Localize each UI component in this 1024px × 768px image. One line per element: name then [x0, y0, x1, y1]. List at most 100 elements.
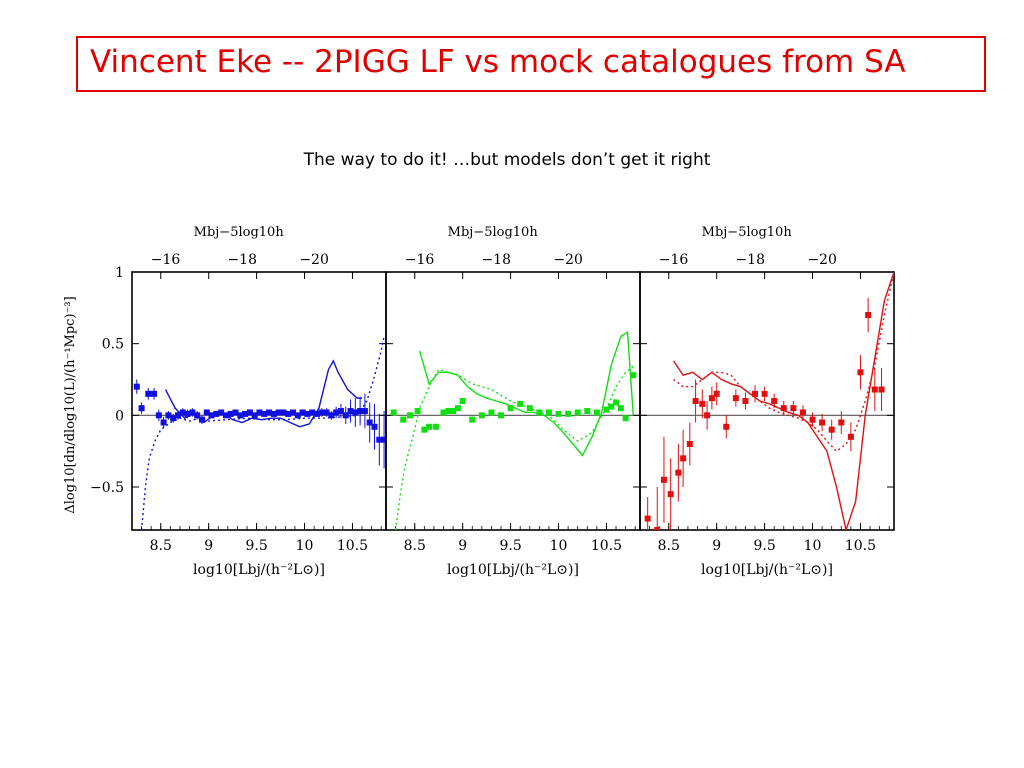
x-tick-label: 9 — [712, 538, 721, 554]
data-point — [608, 403, 615, 410]
model-solid-line — [418, 330, 634, 457]
data-point — [865, 312, 872, 318]
data-point — [323, 409, 330, 416]
model-dotted-line — [394, 364, 636, 530]
data-point — [704, 412, 711, 419]
data-point — [280, 409, 287, 416]
data-point — [309, 409, 316, 416]
data-point — [347, 408, 354, 415]
x-tick-label: 8.5 — [150, 538, 172, 554]
data-point — [376, 436, 383, 443]
x-tick-label: 10 — [296, 538, 314, 554]
data-point — [454, 405, 461, 412]
data-point — [699, 400, 706, 407]
data-point — [617, 405, 624, 412]
data-point — [526, 405, 533, 412]
data-point — [165, 412, 172, 419]
x-tick-label: 10.5 — [591, 538, 622, 554]
data-point — [352, 409, 359, 416]
data-point — [752, 390, 759, 397]
panel-left: 8.5 9 9.5 10 10.5−16 −18 −20Mbj−5log10hlog10[L… — [90, 225, 387, 578]
data-point — [857, 369, 864, 376]
data-point — [133, 383, 140, 390]
data-point — [838, 419, 845, 426]
data-point — [545, 409, 552, 416]
data-point — [246, 409, 253, 416]
data-point — [198, 416, 205, 423]
data-point — [761, 390, 768, 397]
data-point — [421, 426, 428, 433]
data-point — [584, 408, 591, 415]
data-point — [361, 408, 368, 415]
data-point — [809, 416, 816, 423]
data-point — [304, 410, 311, 417]
data-point — [828, 426, 835, 433]
panel-right: 8.5 9 9.5 10 10.5 −16 −18 −20 Mbj−5log10h log10[L… — [639, 225, 895, 578]
top-tick-label: −16 — [405, 252, 435, 268]
model-dotted-line — [140, 336, 385, 530]
x-axis-label: log10[Lbj/(h⁻²L⊙)] — [447, 562, 579, 578]
x-tick-label: 9.5 — [753, 538, 775, 554]
data-point — [622, 415, 629, 422]
data-point — [299, 409, 306, 416]
panel-middle: 8.5 9 9.5 10 10.5 −16 −18 −20 Mbj−5log10h log10[L… — [385, 225, 641, 578]
top-tick-label: −20 — [299, 252, 329, 268]
data-point — [270, 410, 277, 417]
data-point — [426, 423, 433, 430]
data-point — [414, 408, 421, 415]
data-point — [333, 409, 340, 416]
data-point — [179, 409, 186, 416]
x-tick-label: 8.5 — [658, 538, 680, 554]
data-point — [692, 398, 699, 404]
data-point — [644, 515, 651, 522]
data-point — [242, 410, 249, 417]
data-point — [440, 409, 447, 416]
data-point — [285, 410, 292, 417]
data-point — [686, 441, 693, 447]
data-point — [328, 412, 335, 419]
data-point — [459, 398, 466, 404]
data-point — [675, 469, 682, 476]
data-point — [189, 409, 196, 416]
data-point — [654, 527, 661, 530]
data-point — [337, 408, 344, 415]
data-point — [261, 410, 268, 417]
data-point — [708, 395, 715, 402]
data-point — [290, 409, 297, 416]
data-point — [222, 412, 229, 419]
series-group — [133, 336, 386, 530]
data-point — [450, 408, 457, 415]
series-group — [644, 272, 894, 530]
data-point — [227, 410, 234, 417]
x-tick-label: 9 — [204, 538, 213, 554]
data-point — [213, 410, 220, 417]
data-point — [630, 372, 637, 379]
data-point — [406, 412, 413, 419]
top-tick-label: −18 — [227, 252, 257, 268]
panel-frame — [385, 271, 641, 531]
series-group — [390, 330, 637, 530]
data-point — [507, 405, 514, 412]
panel-frame — [131, 271, 387, 531]
top-axis-label: Mbj−5log10h — [194, 225, 285, 240]
data-point — [203, 409, 210, 416]
data-point — [256, 409, 263, 416]
x-axis-label: log10[Lbj/(h⁻²L⊙)] — [701, 562, 833, 578]
x-tick-label: 10.5 — [337, 538, 368, 554]
data-point — [275, 409, 282, 416]
data-point — [478, 412, 485, 419]
x-tick-label: 10 — [550, 538, 568, 554]
y-tick-label: 0.5 — [102, 337, 124, 353]
top-axis-label: Mbj−5log10h — [448, 225, 539, 240]
data-point — [432, 423, 439, 430]
y-tick-label: 0 — [115, 408, 124, 424]
data-point — [536, 409, 543, 416]
x-tick-label: 9 — [458, 538, 467, 554]
title-box: Vincent Eke -- 2PIGG LF vs mock catalogu… — [76, 36, 986, 92]
x-tick-label: 9.5 — [499, 538, 521, 554]
data-point — [680, 455, 687, 462]
data-point — [218, 409, 225, 416]
x-tick-label: 10.5 — [845, 538, 876, 554]
top-tick-label: −20 — [553, 252, 583, 268]
data-point — [603, 406, 610, 413]
